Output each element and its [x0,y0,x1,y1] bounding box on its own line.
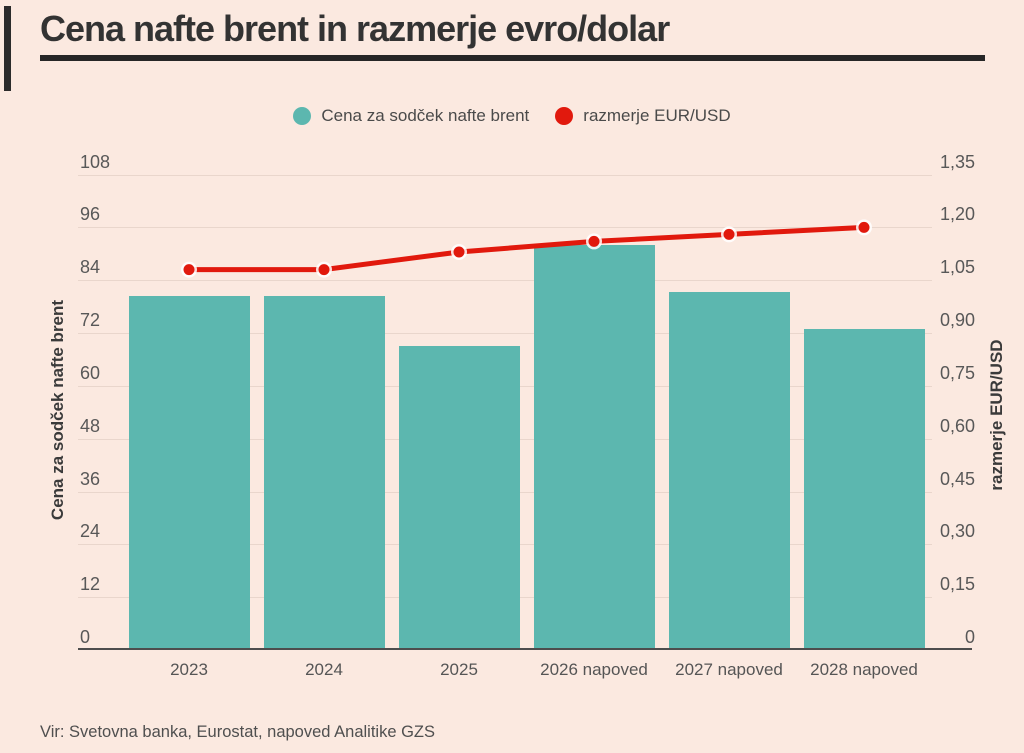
bar-2028 napoved [803,328,925,648]
x-axis-line [78,648,972,650]
left-axis-tick-label: 60 [80,362,101,383]
bar-2023 [128,296,250,648]
right-axis-tick-label: 1,35 [939,151,975,172]
data-point-halo [721,226,737,243]
x-tick-label: 2026 napoved [540,660,648,679]
left-axis-tick-label: 36 [80,468,101,489]
eurusd-line [186,224,867,273]
title-underline [40,55,985,61]
right-axis-tick-label: 0,60 [939,415,975,436]
right-axis-tick-label: 1,20 [939,204,975,225]
data-point-halo [451,243,467,260]
gridline [78,280,932,282]
x-tick-label: 2028 napoved [810,660,918,679]
bar-2027 napoved [668,292,790,648]
data-point-halo [316,261,332,278]
bar-2024 [263,296,385,648]
right-axis-title: razmerje EUR/USD [987,339,1006,491]
bar-2026 napoved [533,244,655,648]
eurusd-data-point [453,246,465,258]
x-tick-label: 2027 napoved [675,660,783,679]
eurusd-data-point [318,264,330,276]
left-axis-tick-label: 24 [80,521,101,542]
legend-item-brent: Cena za sodček nafte brent [293,106,529,126]
left-accent-bar [4,6,11,91]
right-axis-tick-label: 0,90 [939,310,975,330]
eurusd-legend-dot-icon [555,107,574,125]
x-tick-label: 2024 [305,660,343,679]
left-axis-tick-label: 96 [80,204,101,225]
gridline [78,227,932,229]
data-point-halo [181,261,197,278]
legend-label-eurusd: razmerje EUR/USD [583,106,731,125]
bar-2025 [398,346,520,648]
right-axis-tick-label: 0 [964,627,975,647]
right-axis-tick-label: 0,30 [939,521,975,542]
left-axis-title: Cena za sodček nafte brent [48,299,67,521]
eurusd-data-point [183,264,195,276]
gridline [78,174,932,176]
page-title: Cena nafte brent in razmerje evro/dolar [40,8,670,49]
right-axis-tick-label: 0,15 [939,574,975,595]
left-axis-tick-label: 108 [80,151,111,172]
brent-legend-dot-icon [293,107,312,125]
left-axis-tick-label: 12 [80,574,101,595]
right-axis-tick-label: 0,75 [939,362,975,383]
left-axis-tick-label: 72 [80,310,101,330]
right-axis-tick-label: 1,05 [939,257,975,278]
left-axis-tick-label: 48 [80,415,101,436]
chart-legend: Cena za sodček nafte brent razmerje EUR/… [0,103,1024,129]
left-axis-tick-label: 84 [80,257,101,278]
left-axis-tick-label: 0 [80,627,91,647]
right-axis-tick-label: 0,45 [939,468,975,489]
eurusd-data-point [723,228,735,240]
x-tick-label: 2023 [170,660,208,679]
x-tick-label: 2025 [440,660,478,679]
gridline [78,333,932,334]
legend-label-brent: Cena za sodček nafte brent [321,106,530,125]
source-attribution: Vir: Svetovna banka, Eurostat, napoved A… [40,723,436,741]
legend-item-eurusd: razmerje EUR/USD [555,106,731,126]
